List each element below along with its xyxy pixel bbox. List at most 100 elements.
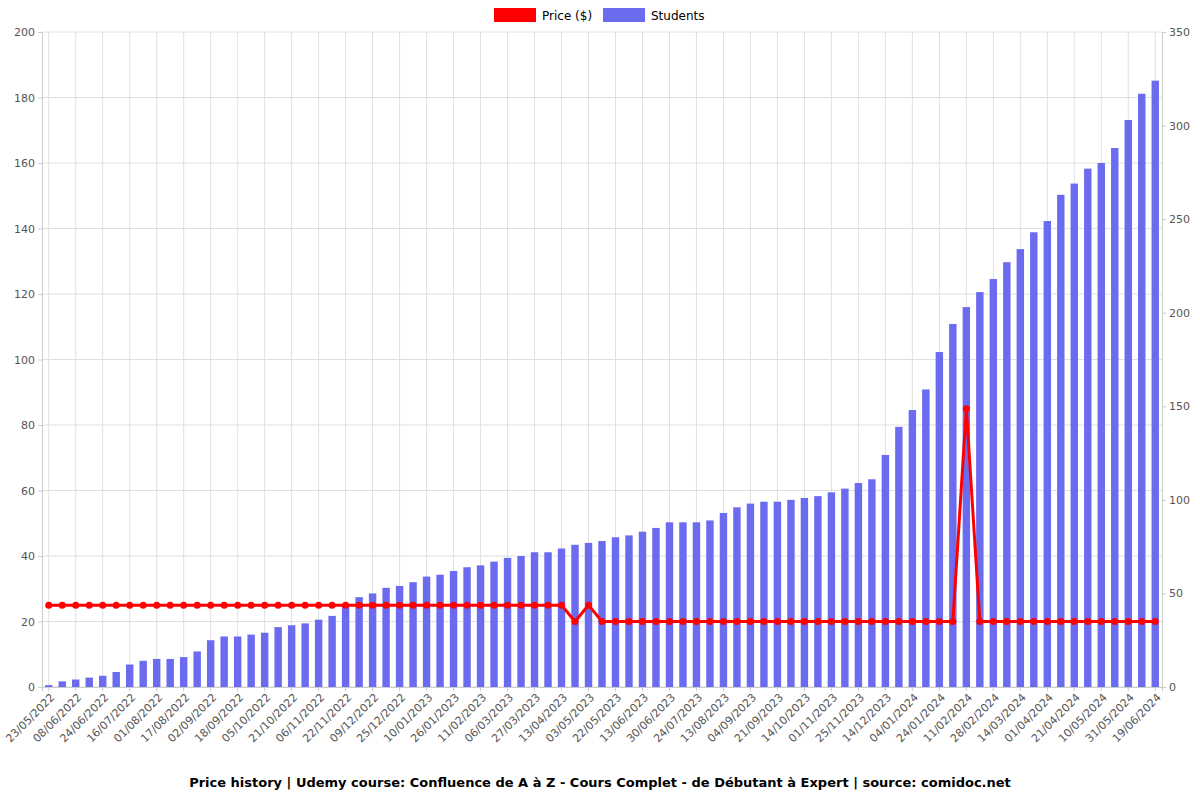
price-marker (167, 602, 174, 609)
bar (585, 543, 592, 687)
price-marker (383, 602, 390, 609)
tick: 150 (1162, 400, 1190, 413)
bar (612, 537, 619, 687)
tick-mark (966, 687, 967, 691)
legend-swatch (494, 8, 536, 22)
tick-label: 100 (14, 354, 35, 367)
tick: 0 (28, 681, 42, 694)
tick-label: 0 (1169, 681, 1176, 694)
bar (720, 513, 727, 687)
bar (180, 657, 187, 687)
price-marker (315, 602, 322, 609)
price-marker (976, 618, 983, 625)
price-marker (180, 602, 187, 609)
tick: 60 (21, 485, 42, 498)
tick-mark (264, 687, 265, 691)
price-marker (234, 602, 241, 609)
tick-mark (696, 687, 697, 691)
price-marker (1111, 618, 1118, 625)
tick: 200 (14, 26, 42, 39)
price-marker (922, 618, 929, 625)
price-marker (828, 618, 835, 625)
bar (531, 552, 538, 687)
grid-line (210, 32, 211, 687)
tick-mark (723, 687, 724, 691)
price-marker (733, 618, 740, 625)
price-marker (936, 618, 943, 625)
price-marker (437, 602, 444, 609)
bar (504, 558, 511, 687)
tick: 20 (21, 616, 42, 629)
bar (990, 279, 997, 687)
tick-mark (885, 687, 886, 691)
bar (220, 636, 227, 687)
tick-mark (38, 32, 42, 33)
price-marker (693, 618, 700, 625)
tick-label: 19/06/2024 (1110, 691, 1164, 745)
bar (166, 659, 173, 687)
bar (369, 593, 376, 687)
x-axis: 23/05/202208/06/202224/06/202216/07/2022… (3, 687, 1164, 745)
tick-mark (38, 163, 42, 164)
grid-line (318, 32, 319, 687)
tick-label: 300 (1169, 120, 1190, 133)
tick-mark (534, 687, 535, 691)
axis-line (43, 688, 1163, 692)
tick-mark (1047, 687, 1048, 691)
bar (72, 680, 79, 687)
bar (207, 640, 214, 687)
grid-line (291, 32, 292, 687)
price-marker (1084, 618, 1091, 625)
bar (288, 625, 295, 687)
bar (1003, 262, 1010, 687)
bar (1030, 232, 1037, 687)
bar (517, 556, 524, 687)
grid-line (156, 32, 157, 687)
price-marker (288, 602, 295, 609)
price-marker (895, 618, 902, 625)
price-marker (369, 602, 376, 609)
price-marker (1098, 618, 1105, 625)
tick-mark (102, 687, 103, 691)
price-marker (1057, 618, 1064, 625)
bar (666, 522, 673, 687)
tick-mark (507, 687, 508, 691)
price-marker (302, 602, 309, 609)
tick-mark (1101, 687, 1102, 691)
bar (328, 616, 335, 687)
tick: 19/06/2024 (1110, 687, 1164, 745)
legend-swatch (603, 8, 645, 22)
price-marker (464, 602, 471, 609)
legend: Price ($)Students (494, 8, 705, 23)
grid-line (42, 97, 1162, 98)
price-marker (909, 618, 916, 625)
bar (113, 672, 120, 687)
price-line (49, 409, 1156, 622)
tick: 120 (14, 288, 42, 301)
price-marker (882, 618, 889, 625)
bar (693, 522, 700, 687)
bar (1138, 94, 1145, 687)
tick-mark (1162, 32, 1166, 33)
bar (733, 507, 740, 687)
bar (247, 635, 254, 687)
tick: 100 (14, 354, 42, 367)
bar (1125, 120, 1132, 687)
price-marker (59, 602, 66, 609)
bar (787, 500, 794, 687)
price-marker (747, 618, 754, 625)
bar (571, 545, 578, 687)
tick-mark (38, 556, 42, 557)
tick-mark (48, 687, 49, 691)
price-marker (625, 618, 632, 625)
bar (706, 520, 713, 687)
price-marker (787, 618, 794, 625)
tick-mark (38, 491, 42, 492)
price-marker (679, 618, 686, 625)
tick: 300 (1162, 120, 1190, 133)
bar (909, 410, 916, 687)
grid-line (129, 32, 130, 687)
bar (976, 292, 983, 687)
tick-label: 50 (1169, 587, 1183, 600)
bar (99, 676, 106, 687)
